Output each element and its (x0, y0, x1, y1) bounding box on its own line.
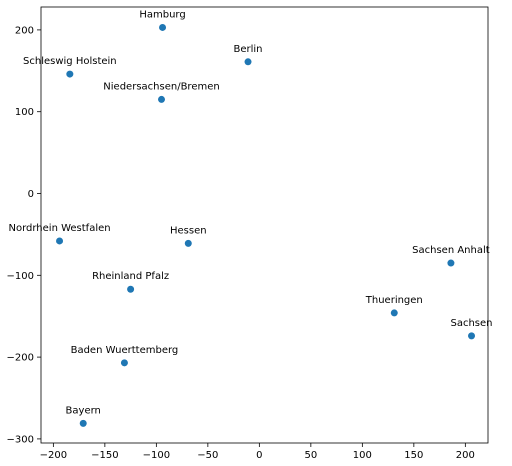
data-point-label: Nordrhein Westfalen (8, 223, 110, 234)
x-tick-label: 50 (304, 450, 317, 461)
x-tick-label: −150 (91, 450, 118, 461)
data-point (185, 240, 192, 247)
data-point-label: Hamburg (139, 9, 185, 20)
y-tick-label: 200 (15, 25, 34, 36)
x-tick-label: −200 (40, 450, 67, 461)
data-point (158, 96, 165, 103)
data-point-label: Berlin (234, 44, 263, 55)
x-tick-label: −100 (143, 450, 170, 461)
data-point (447, 260, 454, 267)
y-tick-label: 0 (28, 189, 34, 200)
data-point-label: Sachsen (451, 318, 493, 329)
data-point-label: Thueringen (365, 295, 423, 306)
data-point (66, 71, 73, 78)
data-point-label: Sachsen Anhalt (412, 245, 490, 256)
y-tick-label: −200 (7, 353, 34, 364)
data-point-label: Hessen (170, 225, 207, 236)
y-tick-label: −100 (7, 271, 34, 282)
y-tick-label: −300 (7, 434, 34, 445)
x-tick-label: 100 (353, 450, 372, 461)
data-point (245, 58, 252, 65)
data-point (468, 332, 475, 339)
data-point (391, 309, 398, 316)
data-point-label: Baden Wuerttemberg (71, 345, 179, 356)
data-point (159, 24, 166, 31)
data-point-label: Bayern (66, 405, 101, 416)
data-point (127, 286, 134, 293)
y-tick-label: 100 (15, 107, 34, 118)
data-point-label: Schleswig Holstein (23, 56, 117, 67)
data-point (56, 237, 63, 244)
data-point-label: Niedersachsen/Bremen (103, 81, 219, 92)
data-point-label: Rheinland Pfalz (92, 271, 169, 282)
x-tick-label: 200 (456, 450, 475, 461)
x-tick-label: −50 (197, 450, 218, 461)
x-tick-label: 150 (404, 450, 423, 461)
data-point (121, 359, 128, 366)
data-point (80, 420, 87, 427)
x-tick-label: 0 (256, 450, 262, 461)
